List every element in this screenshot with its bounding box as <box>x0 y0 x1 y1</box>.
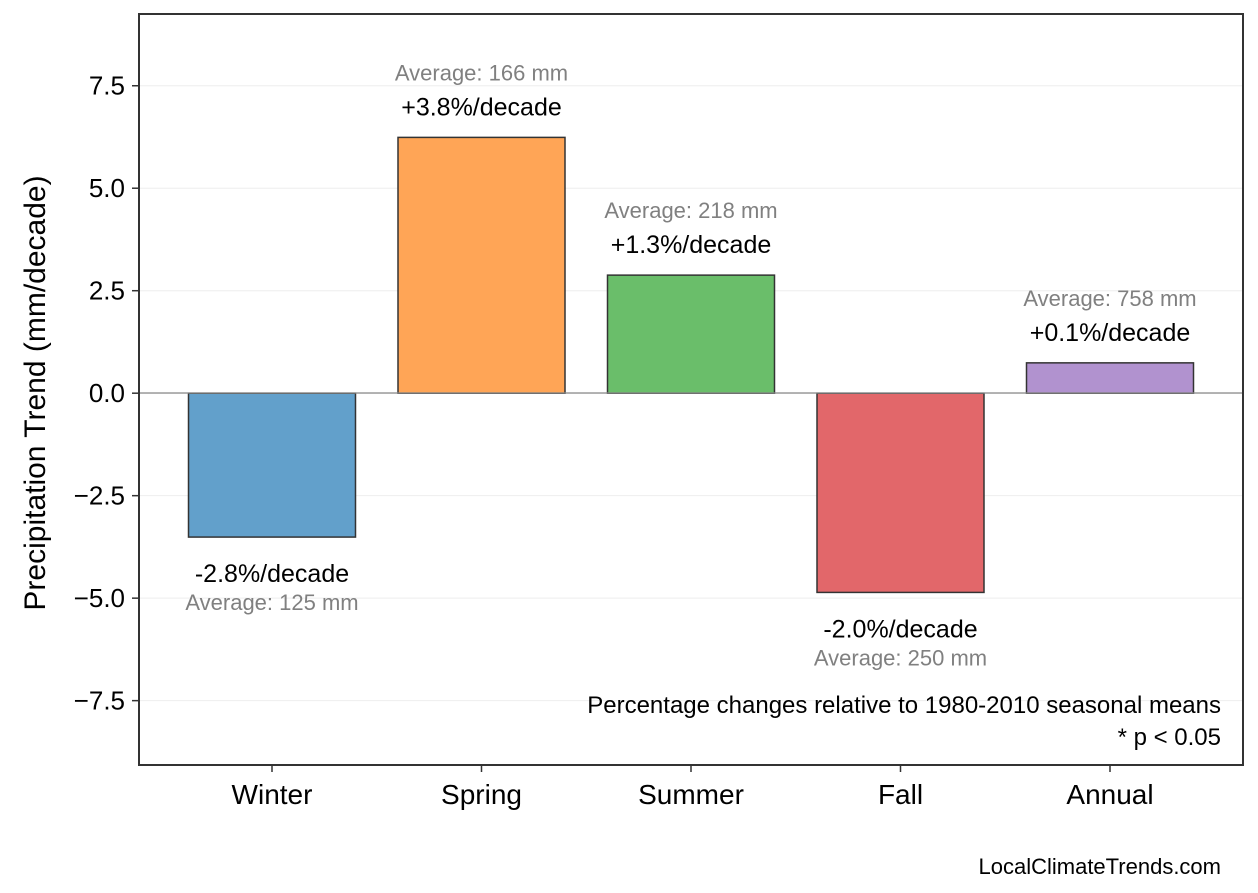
x-axis: Winter Spring Summer Fall Annual <box>232 765 1154 810</box>
avg-label: Average: 166 mm <box>395 60 568 85</box>
avg-label: Average: 758 mm <box>1023 286 1196 311</box>
bar-annual <box>1025 362 1195 394</box>
y-tick-label: −2.5 <box>74 481 125 511</box>
bars <box>187 136 1195 594</box>
note-line-1: Percentage changes relative to 1980-2010… <box>587 692 1221 719</box>
y-tick-label: −5.0 <box>74 583 125 613</box>
y-axis: −7.5 −5.0 −2.5 0.0 2.5 5.0 7.5 <box>74 71 139 716</box>
y-tick-label: −7.5 <box>74 686 125 716</box>
pct-label: -2.0%/decade <box>823 615 977 643</box>
bar-summer <box>606 274 776 394</box>
y-tick-label: 7.5 <box>89 71 125 101</box>
bar-fall <box>816 392 985 594</box>
bar-winter <box>187 392 357 538</box>
watermark: LocalClimateTrends.com <box>979 854 1222 879</box>
y-tick-label: 2.5 <box>89 276 125 306</box>
avg-label: Average: 250 mm <box>814 645 987 670</box>
pct-label: +3.8%/decade <box>401 93 562 121</box>
x-tick-label: Spring <box>441 779 522 810</box>
x-tick-label: Summer <box>638 779 744 810</box>
y-axis-label: Precipitation Trend (mm/decade) <box>19 175 52 610</box>
y-tick-label: 5.0 <box>89 173 125 203</box>
bar-spring <box>397 136 566 394</box>
pct-label: +0.1%/decade <box>1030 319 1191 347</box>
note-line-2: * p < 0.05 <box>1118 724 1221 751</box>
x-tick-label: Fall <box>878 779 923 810</box>
y-tick-label: 0.0 <box>89 378 125 408</box>
pct-label: -2.8%/decade <box>195 560 349 588</box>
avg-label: Average: 218 mm <box>604 198 777 223</box>
x-tick-label: Annual <box>1066 779 1153 810</box>
avg-label: Average: 125 mm <box>185 590 358 615</box>
pct-label: +1.3%/decade <box>611 231 772 259</box>
x-tick-label: Winter <box>232 779 313 810</box>
